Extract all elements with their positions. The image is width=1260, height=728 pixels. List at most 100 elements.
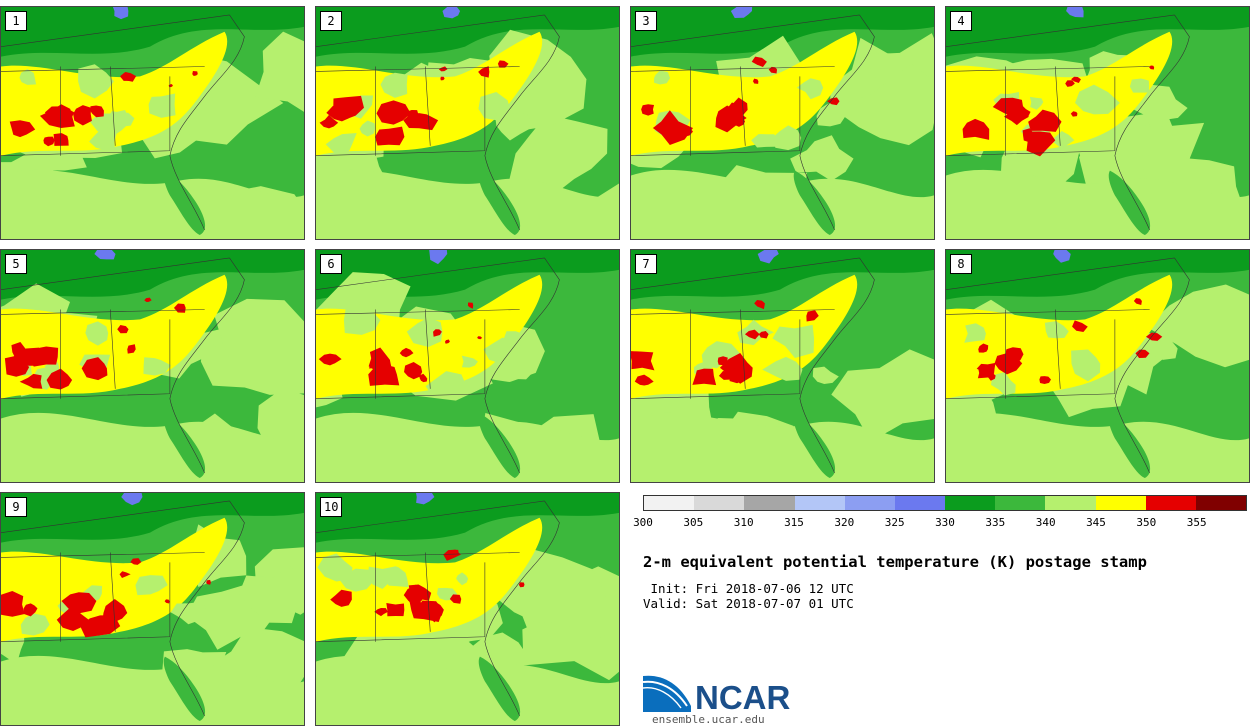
red-region <box>754 299 765 310</box>
red-region <box>478 66 490 78</box>
light-green-region <box>380 72 408 98</box>
blue-region <box>730 7 753 19</box>
plot-title: 2-m equivalent potential temperature (K)… <box>643 553 1147 571</box>
color-scale-segment <box>995 496 1046 510</box>
state-boundaries <box>316 14 560 231</box>
light-green-region <box>751 134 777 148</box>
florida-region <box>1108 170 1151 236</box>
member-panel: 5 <box>0 249 305 483</box>
red-region <box>827 97 840 106</box>
color-scale-tick-label: 330 <box>935 516 955 529</box>
member-number: 1 <box>5 11 27 31</box>
red-region <box>1133 298 1142 306</box>
member-number: 4 <box>950 11 972 31</box>
member-panel: 8 <box>945 249 1250 483</box>
red-region <box>419 373 428 383</box>
color-scale-tick-label: 325 <box>884 516 905 529</box>
color-scale-tick-label: 300 <box>633 516 653 529</box>
theta-e-map <box>631 250 934 482</box>
red-region <box>751 56 767 67</box>
state-boundaries <box>946 14 1190 231</box>
florida-region <box>793 413 836 479</box>
light-green-region <box>796 78 824 100</box>
member-number: 8 <box>950 254 972 274</box>
red-region <box>368 357 392 376</box>
ncar-logo: NCAR <box>643 675 790 716</box>
blue-region <box>121 493 143 506</box>
blue-region <box>429 250 448 265</box>
red-region <box>375 126 405 146</box>
red-region <box>1 591 25 617</box>
member-panel: 6 <box>315 249 620 483</box>
member-panel: 1 <box>0 6 305 240</box>
light-green-region <box>325 133 357 159</box>
red-region <box>120 71 137 82</box>
red-region <box>326 102 351 122</box>
member-panel: 3 <box>630 6 935 240</box>
light-green-region <box>143 357 171 376</box>
red-region <box>722 102 739 115</box>
red-region <box>127 344 136 354</box>
red-region <box>130 558 142 565</box>
color-scale-segment <box>1195 496 1247 510</box>
color-scale-tick-label: 320 <box>834 516 855 529</box>
red-region <box>962 118 990 140</box>
light-green-region <box>456 572 469 586</box>
red-region <box>438 66 448 72</box>
light-green-region <box>494 113 536 141</box>
state-boundaries <box>1 257 245 474</box>
valid-time: Valid: Sat 2018-07-07 01 UTC <box>643 596 854 611</box>
red-region <box>119 571 131 578</box>
red-region <box>440 76 445 81</box>
light-green-region <box>383 566 409 588</box>
red-region <box>497 60 509 68</box>
light-green-region <box>343 303 381 335</box>
svg-text:NCAR: NCAR <box>695 679 790 716</box>
light-green-region <box>478 91 511 121</box>
color-scale-segment <box>794 496 845 510</box>
light-green-region <box>946 412 1249 482</box>
red-region <box>45 106 75 121</box>
color-scale-tick-label: 310 <box>733 516 754 529</box>
dark-green-region <box>1 493 304 543</box>
light-green-region <box>631 412 934 482</box>
light-green-region <box>20 613 50 636</box>
light-green-region <box>1075 84 1120 115</box>
member-number: 7 <box>635 254 657 274</box>
light-green-region <box>762 356 803 381</box>
state-boundaries <box>316 500 560 717</box>
color-scale-tick-label: 305 <box>683 516 704 529</box>
light-green-region <box>483 337 522 365</box>
yellow-region <box>316 517 543 642</box>
florida-region <box>793 170 836 236</box>
red-region <box>730 114 746 127</box>
ensemble-url[interactable]: ensemble.ucar.edu <box>652 713 765 726</box>
light-green-region <box>316 169 619 239</box>
red-region <box>752 78 759 84</box>
light-green-region <box>790 135 854 181</box>
member-panel: 7 <box>630 249 935 483</box>
red-region <box>56 605 89 632</box>
red-region <box>46 368 73 390</box>
theta-e-map <box>1 250 304 482</box>
light-green-region <box>238 566 304 624</box>
color-scale-segment <box>744 496 795 510</box>
dark-green-region <box>316 7 619 57</box>
florida-region <box>163 170 206 236</box>
dark-green-region <box>316 493 619 543</box>
light-green-region <box>654 70 671 85</box>
member-panel: 9 <box>0 492 305 726</box>
red-region <box>90 105 104 118</box>
red-region <box>1026 131 1056 157</box>
red-region <box>652 110 693 146</box>
light-green-region <box>1050 131 1075 150</box>
red-region <box>386 602 405 617</box>
member-number: 3 <box>635 11 657 31</box>
light-green-region <box>772 324 815 358</box>
dark-green-region <box>1 250 304 300</box>
light-green-region <box>701 341 742 369</box>
red-region <box>692 368 717 386</box>
blue-region <box>94 250 116 260</box>
light-green-region <box>1129 78 1150 93</box>
light-green-region <box>44 362 60 374</box>
